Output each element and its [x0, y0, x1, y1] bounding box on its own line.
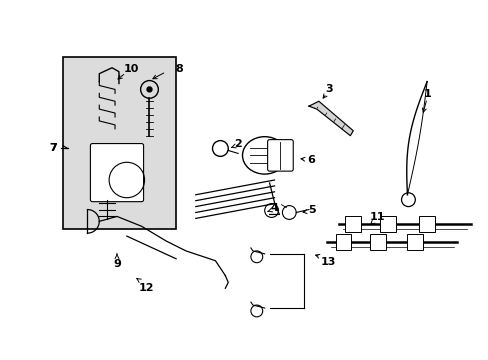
Text: 13: 13: [320, 257, 336, 267]
Text: 11: 11: [369, 212, 385, 222]
FancyBboxPatch shape: [90, 144, 143, 202]
FancyBboxPatch shape: [379, 216, 395, 232]
FancyBboxPatch shape: [407, 234, 422, 250]
FancyBboxPatch shape: [335, 234, 350, 250]
FancyBboxPatch shape: [63, 57, 176, 229]
Text: 3: 3: [324, 84, 332, 94]
Text: 7: 7: [49, 144, 57, 153]
Text: 5: 5: [307, 204, 315, 215]
Text: 10: 10: [124, 64, 139, 74]
Text: 1: 1: [423, 89, 430, 99]
Text: 12: 12: [139, 283, 154, 293]
Circle shape: [147, 87, 152, 92]
Text: 2: 2: [234, 139, 242, 149]
Text: 8: 8: [175, 64, 183, 74]
FancyBboxPatch shape: [369, 234, 385, 250]
Text: 4: 4: [270, 203, 278, 212]
Text: 9: 9: [113, 259, 121, 269]
FancyBboxPatch shape: [345, 216, 361, 232]
FancyBboxPatch shape: [418, 216, 434, 232]
FancyBboxPatch shape: [267, 140, 293, 171]
Text: 7: 7: [49, 144, 57, 153]
Polygon shape: [308, 101, 352, 136]
Text: 6: 6: [306, 155, 314, 165]
